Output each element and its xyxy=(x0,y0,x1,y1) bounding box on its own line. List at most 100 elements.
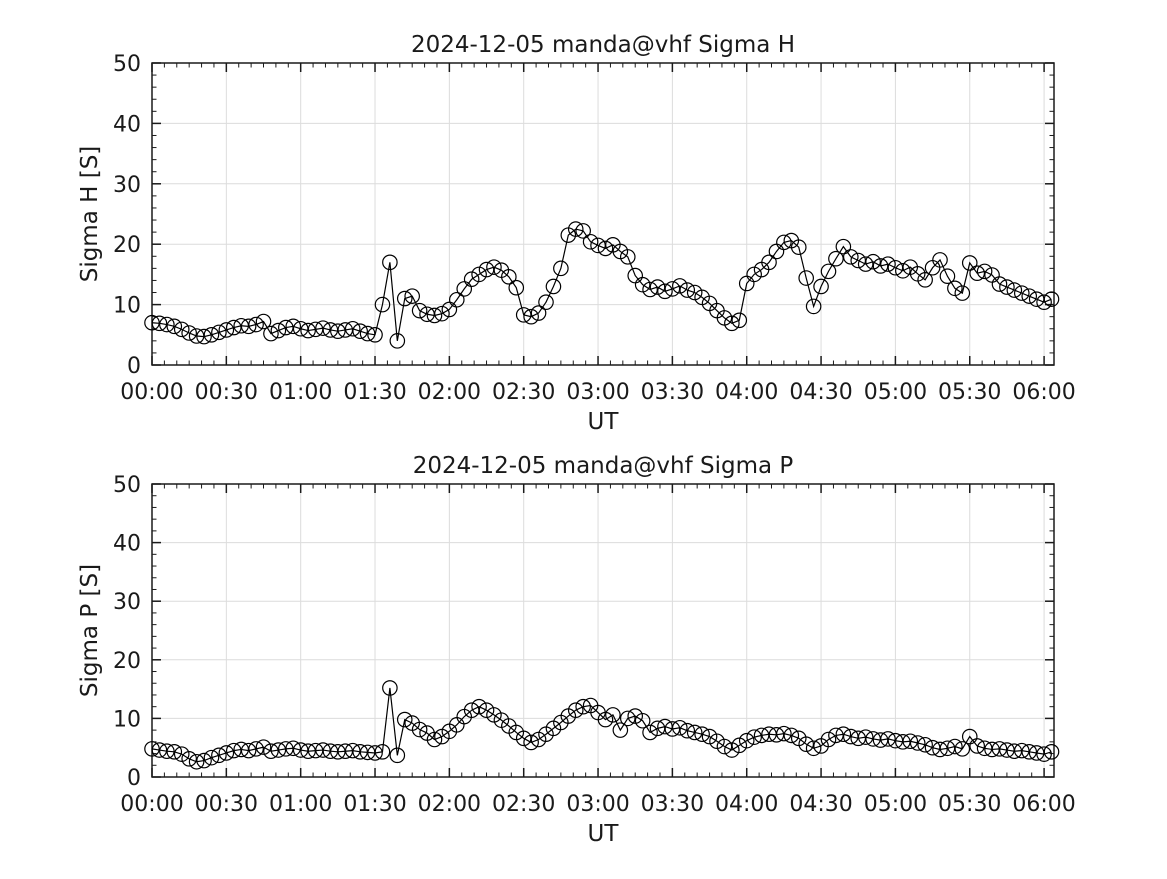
data-marker xyxy=(411,721,428,738)
data-marker xyxy=(330,323,346,339)
data-marker xyxy=(255,739,272,755)
data-marker xyxy=(597,240,614,257)
data-marker xyxy=(1021,744,1038,760)
data-marker xyxy=(144,741,160,757)
data-marker xyxy=(872,258,889,274)
x-tick-label: 00:00 xyxy=(120,792,183,817)
y-tick-label: 20 xyxy=(113,233,141,258)
data-marker xyxy=(634,712,651,729)
data-marker xyxy=(196,328,212,345)
x-tick-label: 05:00 xyxy=(864,380,927,405)
data-marker xyxy=(582,233,599,250)
data-marker xyxy=(672,719,688,736)
data-marker xyxy=(1036,746,1052,762)
data-marker xyxy=(426,307,443,324)
x-tick-label: 00:30 xyxy=(195,792,258,817)
data-marker xyxy=(344,742,361,759)
data-marker xyxy=(203,749,220,766)
data-marker xyxy=(315,320,331,336)
data-marker xyxy=(367,745,383,761)
data-marker xyxy=(880,256,896,272)
data-marker xyxy=(820,263,837,280)
data-marker xyxy=(1043,291,1060,307)
data-marker xyxy=(954,285,971,301)
data-marker xyxy=(835,726,852,743)
data-marker xyxy=(649,279,666,295)
data-marker xyxy=(798,270,814,286)
data-marker xyxy=(761,254,777,271)
data-marker xyxy=(1006,282,1023,298)
data-marker xyxy=(448,291,465,308)
data-marker xyxy=(961,255,978,271)
y-tick-label: 40 xyxy=(113,532,141,557)
data-marker xyxy=(820,731,837,748)
data-marker xyxy=(389,747,406,764)
data-marker xyxy=(575,223,591,239)
x-tick-label: 05:30 xyxy=(938,792,1001,817)
data-marker xyxy=(263,743,279,760)
data-marker xyxy=(776,234,792,251)
data-marker xyxy=(211,747,227,764)
data-marker xyxy=(991,276,1008,292)
data-marker xyxy=(471,698,487,715)
data-marker xyxy=(731,737,748,754)
data-marker xyxy=(181,325,197,341)
x-tick-label: 04:00 xyxy=(715,380,778,405)
data-marker xyxy=(344,320,361,337)
data-marker xyxy=(657,283,673,300)
data-marker xyxy=(969,738,985,754)
data-marker xyxy=(151,742,168,758)
y-tick-label: 30 xyxy=(113,590,141,615)
data-marker xyxy=(969,265,985,281)
data-marker xyxy=(173,746,190,762)
x-tick-label: 04:30 xyxy=(789,380,852,405)
data-marker xyxy=(181,751,197,767)
y-tick-label: 0 xyxy=(127,766,141,791)
x-tick-label: 03:00 xyxy=(566,792,629,817)
data-marker xyxy=(471,266,487,283)
data-marker xyxy=(597,711,614,728)
data-marker xyxy=(248,316,264,333)
data-marker xyxy=(456,281,473,297)
x-tick-label: 01:00 xyxy=(269,792,332,817)
data-marker xyxy=(932,741,948,758)
data-marker xyxy=(790,239,807,256)
data-marker xyxy=(991,741,1008,757)
data-marker xyxy=(567,702,584,718)
data-marker xyxy=(300,322,316,339)
data-marker xyxy=(463,271,480,288)
x-tick-label: 02:30 xyxy=(492,380,555,405)
data-marker xyxy=(917,272,933,288)
data-marker xyxy=(917,736,933,753)
data-marker xyxy=(270,742,287,758)
y-tick-label: 20 xyxy=(113,649,141,674)
plot-border xyxy=(151,62,1055,366)
data-marker xyxy=(396,290,413,307)
data-marker xyxy=(835,238,852,255)
data-marker xyxy=(501,269,517,285)
x-tick-label: 01:00 xyxy=(269,380,332,405)
data-marker xyxy=(642,281,658,298)
data-marker xyxy=(411,302,428,319)
data-marker xyxy=(530,305,547,321)
data-marker xyxy=(619,249,636,265)
x-tick-label: 05:00 xyxy=(864,792,927,817)
x-tick-label: 02:00 xyxy=(418,792,481,817)
data-marker xyxy=(196,752,212,769)
data-marker xyxy=(634,276,651,293)
data-marker xyxy=(895,262,911,279)
data-marker xyxy=(285,740,302,757)
chart-title: 2024-12-05 manda@vhf Sigma P xyxy=(413,453,794,479)
y-axis-label: Sigma H [S] xyxy=(77,146,103,283)
data-marker xyxy=(211,324,227,341)
data-marker xyxy=(270,322,287,339)
x-axis-label: UT xyxy=(588,409,620,435)
data-marker xyxy=(857,256,874,272)
data-marker xyxy=(523,308,539,325)
x-tick-label: 03:30 xyxy=(641,792,704,817)
data-marker xyxy=(776,725,792,742)
data-marker xyxy=(805,298,822,315)
data-marker xyxy=(843,249,859,265)
